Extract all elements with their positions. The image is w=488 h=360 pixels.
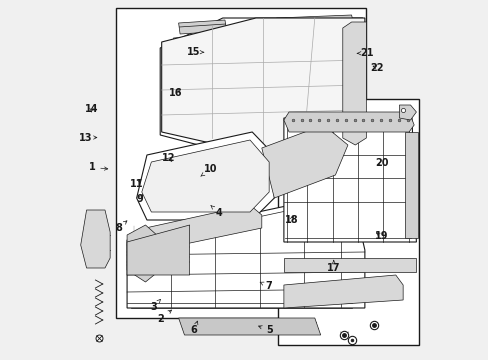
- Text: 16: 16: [169, 88, 183, 98]
- Polygon shape: [127, 225, 160, 282]
- Polygon shape: [178, 20, 226, 34]
- Text: 19: 19: [374, 231, 387, 241]
- Text: 7: 7: [260, 281, 272, 291]
- Polygon shape: [142, 140, 268, 212]
- Polygon shape: [116, 8, 366, 318]
- Polygon shape: [173, 35, 224, 48]
- Text: 9: 9: [137, 194, 143, 204]
- Polygon shape: [284, 258, 416, 272]
- Polygon shape: [127, 225, 189, 275]
- Polygon shape: [278, 99, 419, 345]
- Polygon shape: [136, 205, 261, 252]
- Polygon shape: [81, 210, 110, 268]
- Polygon shape: [284, 275, 402, 308]
- Text: 1: 1: [88, 162, 107, 172]
- Polygon shape: [162, 18, 364, 155]
- Text: 4: 4: [210, 206, 222, 218]
- Text: 14: 14: [84, 104, 98, 114]
- Polygon shape: [284, 118, 416, 242]
- Polygon shape: [178, 318, 320, 335]
- Text: 21: 21: [357, 48, 373, 58]
- Polygon shape: [127, 192, 364, 308]
- Text: 10: 10: [201, 164, 217, 176]
- Polygon shape: [342, 22, 366, 145]
- Polygon shape: [136, 132, 274, 220]
- Text: 5: 5: [258, 325, 272, 336]
- Polygon shape: [284, 112, 413, 132]
- Polygon shape: [399, 105, 416, 120]
- Text: 3: 3: [150, 300, 160, 312]
- Polygon shape: [261, 125, 347, 198]
- Polygon shape: [276, 15, 353, 29]
- Text: 15: 15: [187, 47, 203, 57]
- Polygon shape: [404, 132, 417, 238]
- Text: 13: 13: [79, 132, 97, 143]
- Text: 11: 11: [129, 179, 143, 189]
- Text: 22: 22: [369, 63, 383, 73]
- Text: 17: 17: [326, 260, 340, 273]
- Text: 6: 6: [190, 321, 198, 336]
- Text: 18: 18: [284, 215, 298, 225]
- Text: 8: 8: [116, 221, 127, 233]
- Text: 20: 20: [374, 158, 388, 168]
- Text: 2: 2: [157, 310, 171, 324]
- Text: 12: 12: [162, 153, 175, 163]
- Polygon shape: [160, 18, 362, 158]
